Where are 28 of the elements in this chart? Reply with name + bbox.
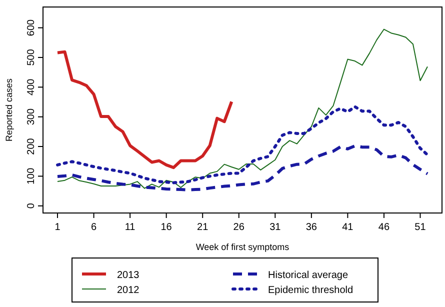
y-tick-label: 0 <box>26 202 37 209</box>
legend-label: Historical average <box>268 270 348 281</box>
legend-label: Epidemic threshold <box>268 285 354 296</box>
y-tick-label: 200 <box>26 138 37 155</box>
x-tick-label: 51 <box>414 222 426 233</box>
x-tick-label: 26 <box>233 222 245 233</box>
line-series <box>56 144 429 192</box>
x-tick-label: 6 <box>91 222 97 233</box>
x-tick-label: 11 <box>124 222 136 233</box>
line-series <box>56 50 234 170</box>
x-tick-label: 41 <box>342 222 354 233</box>
y-tick-label: 600 <box>26 19 37 36</box>
y-tick-label: 300 <box>26 108 37 126</box>
x-tick-label: 1 <box>54 222 61 233</box>
line-series <box>56 105 429 184</box>
line-series <box>57 28 428 189</box>
y-axis-title: Reported cases <box>4 78 14 142</box>
x-tick-label: 36 <box>306 222 318 233</box>
y-tick-label: 500 <box>26 48 37 66</box>
x-axis-title: Week of first symptoms <box>196 242 290 252</box>
x-tick-label: 46 <box>378 222 390 233</box>
x-tick-label: 21 <box>197 222 209 233</box>
x-tick-label: 16 <box>160 222 172 233</box>
x-tick-label: 31 <box>270 222 282 233</box>
y-tick-label: 400 <box>26 78 37 96</box>
legend-label: 2012 <box>117 285 140 296</box>
legend-label: 2013 <box>117 270 140 281</box>
y-tick-label: 100 <box>26 167 37 185</box>
